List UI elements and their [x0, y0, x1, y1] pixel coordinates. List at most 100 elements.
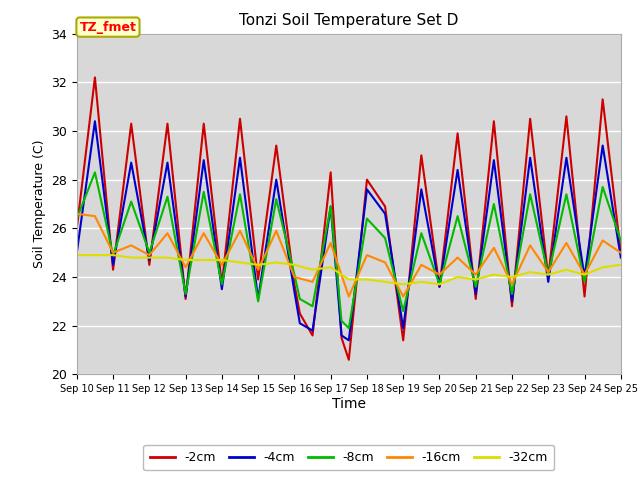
-8cm	[218, 281, 226, 287]
-8cm	[526, 192, 534, 197]
-32cm	[381, 279, 389, 285]
-8cm	[363, 216, 371, 221]
-2cm	[73, 226, 81, 231]
-4cm	[526, 155, 534, 161]
-4cm	[338, 333, 346, 338]
-32cm	[545, 272, 552, 277]
-16cm	[508, 281, 516, 287]
-2cm	[91, 74, 99, 80]
-32cm	[254, 262, 262, 268]
-32cm	[436, 281, 444, 287]
-32cm	[599, 264, 607, 270]
-8cm	[127, 199, 135, 204]
Line: -32cm: -32cm	[77, 255, 621, 284]
-2cm	[381, 204, 389, 209]
-32cm	[273, 260, 280, 265]
-2cm	[273, 143, 280, 148]
-32cm	[308, 267, 316, 273]
-2cm	[109, 267, 117, 273]
-2cm	[363, 177, 371, 182]
-2cm	[236, 116, 244, 121]
-8cm	[472, 284, 479, 289]
-8cm	[308, 303, 316, 309]
-32cm	[490, 272, 498, 277]
-2cm	[145, 262, 153, 268]
-4cm	[218, 286, 226, 292]
-16cm	[236, 228, 244, 234]
-16cm	[145, 252, 153, 258]
-8cm	[580, 279, 588, 285]
-16cm	[273, 228, 280, 234]
-4cm	[563, 155, 570, 161]
Line: -8cm: -8cm	[77, 172, 621, 328]
-8cm	[545, 272, 552, 277]
X-axis label: Time: Time	[332, 397, 366, 411]
-8cm	[490, 201, 498, 207]
-8cm	[417, 230, 425, 236]
-4cm	[490, 157, 498, 163]
-4cm	[73, 250, 81, 255]
-4cm	[417, 187, 425, 192]
-4cm	[399, 325, 407, 331]
-4cm	[508, 299, 516, 304]
-32cm	[363, 276, 371, 282]
-4cm	[273, 177, 280, 182]
-4cm	[164, 160, 172, 166]
-4cm	[345, 337, 353, 343]
-4cm	[363, 187, 371, 192]
Title: Tonzi Soil Temperature Set D: Tonzi Soil Temperature Set D	[239, 13, 458, 28]
-32cm	[145, 255, 153, 261]
-16cm	[381, 260, 389, 265]
-32cm	[127, 255, 135, 261]
-8cm	[200, 189, 207, 195]
-2cm	[454, 131, 461, 136]
Line: -4cm: -4cm	[77, 121, 621, 340]
-16cm	[127, 242, 135, 248]
-4cm	[617, 255, 625, 261]
-16cm	[399, 294, 407, 300]
-32cm	[109, 252, 117, 258]
Line: -16cm: -16cm	[77, 214, 621, 297]
-2cm	[164, 121, 172, 127]
-8cm	[338, 318, 346, 324]
-8cm	[236, 192, 244, 197]
-4cm	[381, 211, 389, 216]
-8cm	[454, 213, 461, 219]
-2cm	[200, 121, 207, 127]
-32cm	[454, 274, 461, 280]
-2cm	[580, 294, 588, 300]
-2cm	[399, 337, 407, 343]
-8cm	[436, 281, 444, 287]
-8cm	[273, 196, 280, 202]
-32cm	[164, 255, 172, 261]
-8cm	[291, 272, 298, 277]
-2cm	[218, 281, 226, 287]
-8cm	[327, 204, 335, 209]
-4cm	[472, 291, 479, 297]
-8cm	[164, 194, 172, 200]
-16cm	[218, 262, 226, 268]
-32cm	[291, 262, 298, 268]
-2cm	[254, 276, 262, 282]
-32cm	[417, 279, 425, 285]
-4cm	[291, 289, 298, 295]
-4cm	[109, 262, 117, 268]
-4cm	[599, 143, 607, 148]
-16cm	[545, 269, 552, 275]
-16cm	[254, 267, 262, 273]
-8cm	[345, 325, 353, 331]
-8cm	[296, 296, 304, 302]
-32cm	[91, 252, 99, 258]
-16cm	[345, 294, 353, 300]
-8cm	[73, 216, 81, 221]
-32cm	[472, 276, 479, 282]
-32cm	[580, 272, 588, 277]
-2cm	[563, 113, 570, 119]
Text: TZ_fmet: TZ_fmet	[79, 21, 136, 34]
-8cm	[508, 291, 516, 297]
-2cm	[526, 116, 534, 121]
-4cm	[296, 321, 304, 326]
-16cm	[436, 272, 444, 277]
Y-axis label: Soil Temperature (C): Soil Temperature (C)	[33, 140, 45, 268]
-16cm	[454, 255, 461, 261]
